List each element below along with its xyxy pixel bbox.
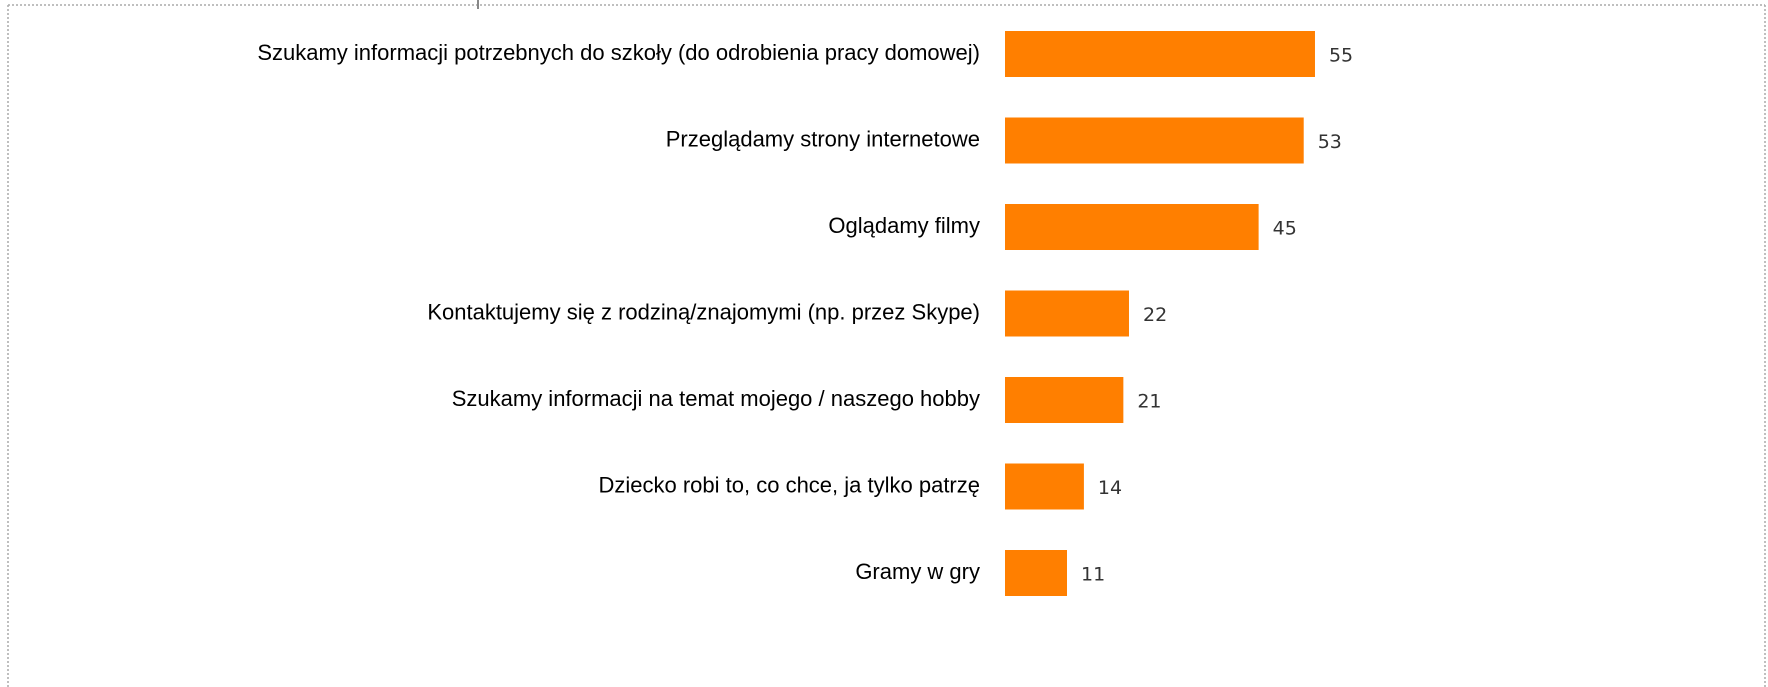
value-label: 11 xyxy=(1081,564,1105,586)
bar xyxy=(1005,377,1124,423)
bar xyxy=(1005,204,1259,250)
category-label: Kontaktujemy się z rodziną/znajomymi (np… xyxy=(427,299,980,324)
bar xyxy=(1005,117,1304,164)
value-label: 21 xyxy=(1137,391,1161,413)
category-label: Przeglądamy strony internetowe xyxy=(666,126,980,151)
category-label: Gramy w gry xyxy=(855,559,980,584)
bar xyxy=(1005,463,1084,510)
bar xyxy=(1005,550,1067,596)
bar xyxy=(1005,31,1315,77)
category-label: Szukamy informacji potrzebnych do szkoły… xyxy=(257,40,980,65)
value-label: 22 xyxy=(1143,304,1167,326)
category-label: Dziecko robi to, co chce, ja tylko patrz… xyxy=(599,472,981,497)
value-label: 14 xyxy=(1098,477,1122,499)
bar xyxy=(1005,290,1129,337)
category-label: Oglądamy filmy xyxy=(828,213,980,238)
value-label: 53 xyxy=(1318,131,1342,153)
value-label: 55 xyxy=(1329,45,1353,67)
value-label: 45 xyxy=(1273,218,1297,240)
category-label: Szukamy informacji na temat mojego / nas… xyxy=(452,386,980,411)
